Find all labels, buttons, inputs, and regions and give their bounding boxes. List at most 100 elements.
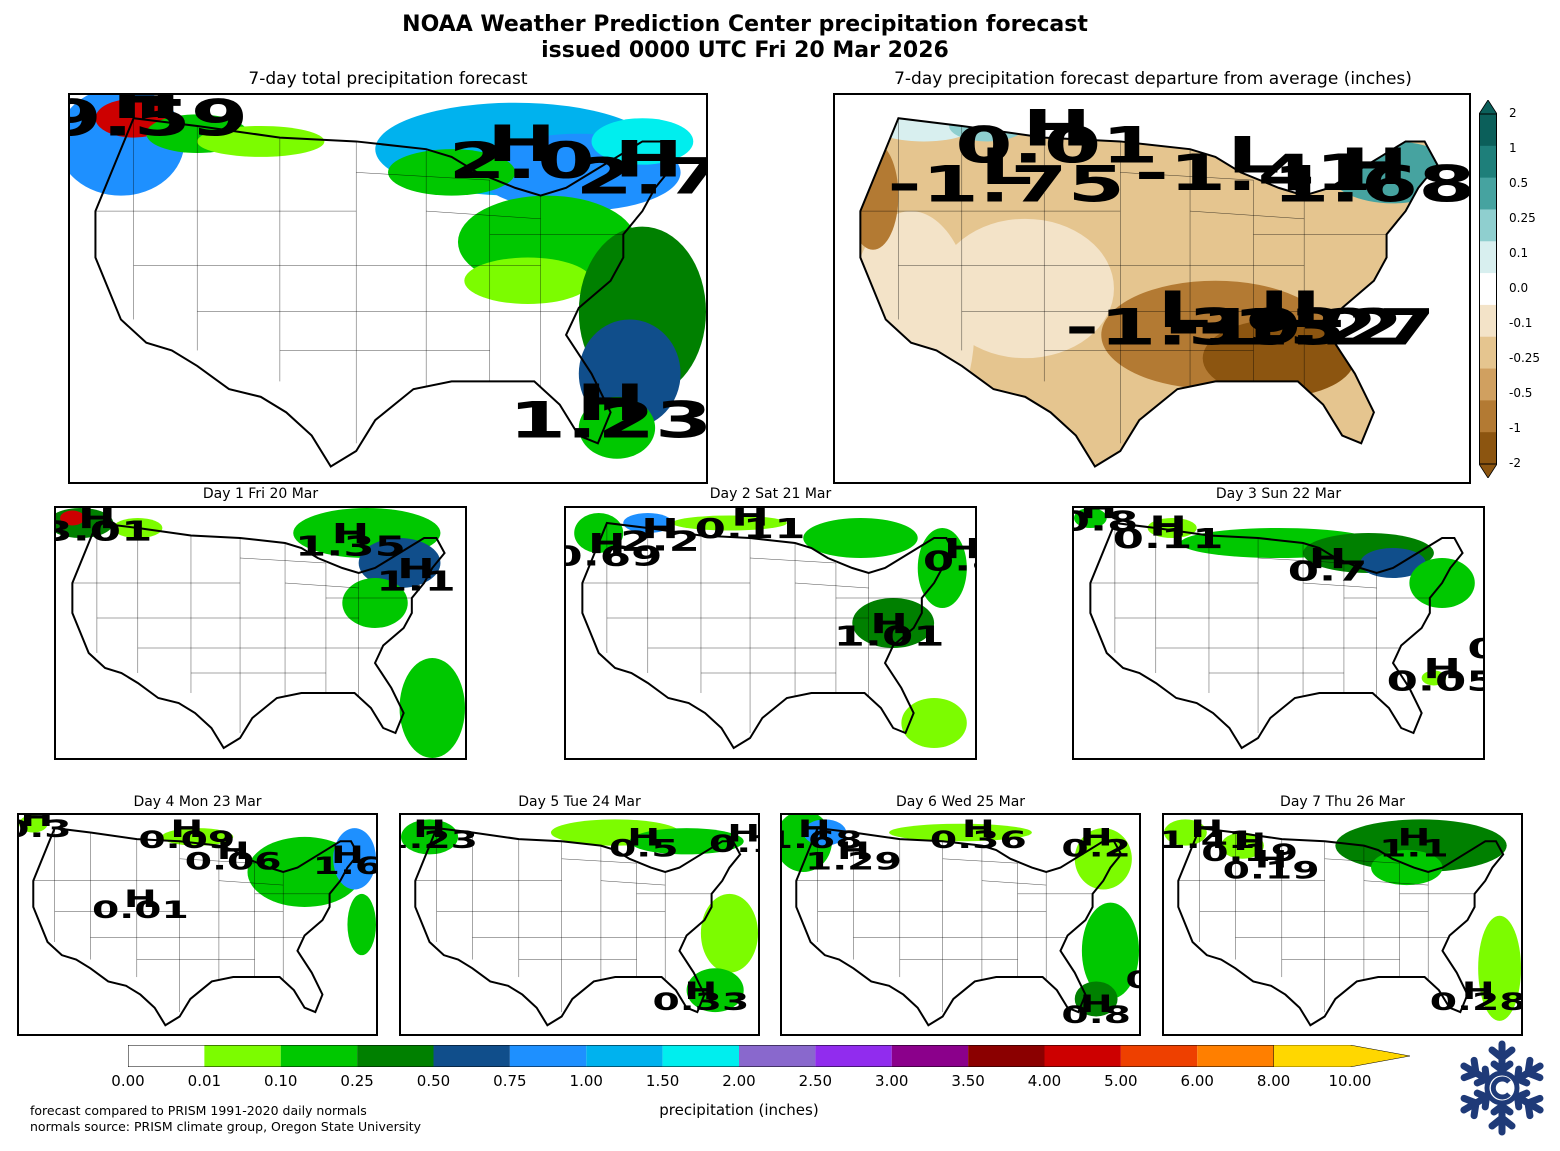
precip-area — [889, 823, 1032, 842]
extreme-marker: H3.01 — [56, 508, 152, 547]
colorbar-tick-label: 0.25 — [340, 1072, 374, 1090]
state-border — [982, 881, 1046, 885]
total-panel-title: 7-day total precipitation forecast — [248, 69, 528, 89]
precip-colorbar-ticks: 0.00 0.01 0.10 0.25 0.50 0.75 1.00 1.50 2.00 2.50… — [0, 1072, 1560, 1092]
marker-value: 0.8 — [1061, 1001, 1131, 1029]
state-border — [795, 583, 869, 588]
precip-area — [623, 513, 673, 533]
extreme-marker: H0.05 — [1387, 652, 1483, 697]
state-border — [750, 558, 836, 563]
colorbar-segment — [1479, 241, 1497, 274]
marker-value: 1.01 — [834, 620, 945, 652]
colorbar-segment — [1479, 336, 1497, 370]
colorbar-segment — [739, 1045, 816, 1067]
precip-area — [1221, 832, 1264, 859]
colorbar-tick-label: 3.00 — [875, 1072, 909, 1090]
extreme-marker: H1.1 — [376, 552, 456, 597]
extreme-marker: H1.6 — [313, 841, 376, 880]
extreme-marker: H1.1 — [1379, 823, 1449, 862]
departure-colorbar-tick: -1 — [1509, 421, 1521, 435]
precip-area — [19, 815, 48, 833]
marker-value: 0.01 — [955, 117, 1158, 175]
marker-type: H — [1149, 510, 1187, 542]
marker-value: 0.1 — [709, 830, 758, 858]
precip-area — [1074, 828, 1132, 890]
extreme-marker: 0 — [1125, 966, 1139, 994]
colorbar-segment — [280, 1045, 358, 1067]
extreme-marker: H0.11 — [695, 508, 806, 545]
colorbar-segment — [1479, 145, 1497, 179]
state-border — [943, 859, 1018, 863]
extreme-marker: H1.23 — [401, 815, 478, 854]
country-outline — [582, 523, 954, 748]
marker-value: 0.01 — [92, 896, 189, 924]
precip-area — [852, 598, 935, 648]
day4-title: Day 4 Mon 23 Mar — [133, 794, 262, 810]
day5-title: Day 5 Tue 24 Mar — [518, 794, 641, 810]
marker-type: H — [627, 823, 660, 851]
marker-type: L — [980, 138, 1033, 196]
departure-colorbar-svg — [1478, 99, 1498, 479]
extreme-marker: L-1.75 — [887, 138, 1125, 214]
marker-type: H — [1022, 100, 1091, 158]
precip-area — [347, 893, 376, 956]
state-border — [426, 211, 540, 219]
marker-type: H — [20, 815, 53, 832]
marker-value: -1.39 — [1065, 299, 1303, 357]
marker-value: 1.29 — [805, 848, 902, 876]
marker-type: H — [962, 815, 995, 843]
extreme-marker: H0.01 — [955, 100, 1158, 176]
marker-type: L — [1157, 282, 1210, 340]
main-title-line2: issued 0000 UTC Fri 20 Mar 2026 — [541, 38, 949, 63]
marker-value: 1.68 — [1272, 156, 1469, 214]
marker-type: H — [413, 815, 446, 843]
colorbar-tick-label: 1.00 — [569, 1072, 603, 1090]
day6-title: Day 6 Wed 25 Mar — [895, 794, 1026, 810]
country-outline — [1090, 523, 1462, 748]
state-border — [1120, 172, 1253, 180]
state-border — [562, 859, 637, 863]
marker-type: H — [576, 374, 645, 433]
precip-area — [1421, 670, 1447, 686]
marker-type: H — [837, 837, 870, 865]
snowflake-logo-icon — [1452, 1038, 1560, 1146]
marker-value: -1.27 — [1198, 299, 1436, 357]
departure-colorbar-tick: 0.1 — [1509, 246, 1529, 260]
marker-value: 0.19 — [1201, 839, 1298, 867]
extreme-marker: H0.3 — [19, 815, 72, 843]
marker-type: H — [1462, 977, 1495, 1005]
marker-type: H — [217, 837, 250, 865]
marker-value: 0 — [1467, 632, 1483, 664]
colorbar-tick-label: 0.00 — [111, 1072, 145, 1090]
colorbar-tick-label: 8.00 — [1256, 1072, 1291, 1090]
day2-title: Day 2 Sat 21 Mar — [709, 486, 832, 502]
marker-value: 0.19 — [1223, 856, 1320, 884]
departure-colorbar — [1478, 99, 1498, 479]
extreme-marker: H1.41 — [1164, 815, 1255, 854]
marker-type: H — [727, 819, 758, 847]
colorbar-segment — [1479, 209, 1497, 242]
colorbar-segment — [968, 1045, 1045, 1067]
extreme-marker: H2.7 — [576, 130, 706, 206]
marker-value: 1.68 — [782, 826, 863, 854]
marker-value: 0 — [1125, 966, 1139, 994]
precip-area — [388, 149, 516, 196]
extreme-marker: H0.2 — [1061, 823, 1131, 862]
extreme-marker: H0.06 — [185, 837, 282, 876]
marker-type: H — [588, 527, 626, 559]
extreme-marker: L-1.41 — [1135, 127, 1373, 203]
precip-area — [1478, 915, 1521, 1021]
colorbar-tick-label: 4.00 — [1027, 1072, 1062, 1090]
marker-value: -1.32 — [1166, 299, 1404, 357]
colorbar-segment — [586, 1045, 663, 1067]
precip-colorbar — [127, 1044, 1413, 1068]
colorbar-segment — [1479, 304, 1497, 338]
